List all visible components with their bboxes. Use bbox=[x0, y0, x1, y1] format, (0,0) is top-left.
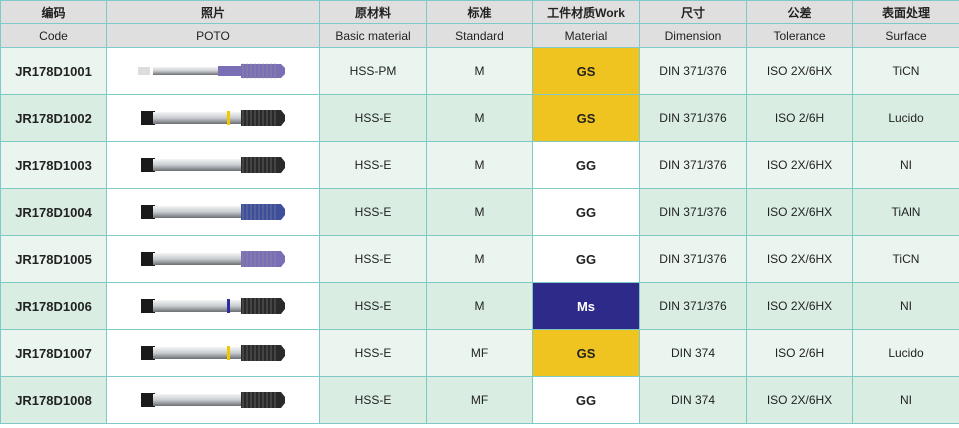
cell-standard: M bbox=[426, 47, 533, 95]
cell-tolerance: ISO 2X/6HX bbox=[746, 282, 853, 330]
cell-tolerance: ISO 2/6H bbox=[746, 329, 853, 377]
cell-dimension: DIN 371/376 bbox=[639, 141, 747, 189]
table-row: JR178D1006 HSS-E M Ms DIN 371/376 ISO 2X/6HX… bbox=[0, 282, 959, 330]
table-row: JR178D1001 HSS-PM M GS DIN 371/376 ISO 2X/6H… bbox=[0, 47, 959, 95]
table-row: JR178D1005 HSS-E M GG DIN 371/376 ISO 2X/6HX… bbox=[0, 235, 959, 283]
cell-work: GS bbox=[532, 47, 640, 95]
tap-image bbox=[106, 235, 320, 283]
cell-work: GG bbox=[532, 141, 640, 189]
header-standard: 标准 bbox=[426, 0, 533, 24]
cell-material: HSS-E bbox=[319, 376, 427, 424]
cell-surface: TiCN bbox=[852, 235, 959, 283]
cell-standard: MF bbox=[426, 376, 533, 424]
cell-standard: M bbox=[426, 235, 533, 283]
cell-work: GG bbox=[532, 235, 640, 283]
cell-surface: NI bbox=[852, 282, 959, 330]
tap-image bbox=[106, 141, 320, 189]
header-row-cn: 编码 照片 原材料 标准 工件材质Work 尺寸 公差 表面处理 bbox=[0, 0, 959, 24]
cell-standard: MF bbox=[426, 329, 533, 377]
cell-surface: TiCN bbox=[852, 47, 959, 95]
cell-dimension: DIN 371/376 bbox=[639, 94, 747, 142]
table-row: JR178D1003 HSS-E M GG DIN 371/376 ISO 2X/6HX… bbox=[0, 141, 959, 189]
table-row: JR178D1002 HSS-E M GS DIN 371/376 ISO 2/6H Lu… bbox=[0, 94, 959, 142]
cell-work: GS bbox=[532, 94, 640, 142]
header-dimension: 尺寸 bbox=[639, 0, 747, 24]
cell-standard: M bbox=[426, 94, 533, 142]
subheader-work: Material bbox=[532, 23, 640, 48]
table-row: JR178D1004 HSS-E M GG DIN 371/376 ISO 2X/6HX… bbox=[0, 188, 959, 236]
cell-surface: NI bbox=[852, 376, 959, 424]
cell-material: HSS-E bbox=[319, 94, 427, 142]
cell-material: HSS-PM bbox=[319, 47, 427, 95]
cell-material: HSS-E bbox=[319, 329, 427, 377]
cell-dimension: DIN 371/376 bbox=[639, 188, 747, 236]
table-row: JR178D1007 HSS-E MF GS DIN 374 ISO 2/6H Lucid… bbox=[0, 329, 959, 377]
cell-material: HSS-E bbox=[319, 141, 427, 189]
tap-image bbox=[106, 47, 320, 95]
subheader-standard: Standard bbox=[426, 23, 533, 48]
cell-code: JR178D1008 bbox=[0, 376, 107, 424]
cell-dimension: DIN 374 bbox=[639, 376, 747, 424]
cell-surface: NI bbox=[852, 141, 959, 189]
table-row: JR178D1008 HSS-E MF GG DIN 374 ISO 2X/6HX NI bbox=[0, 376, 959, 424]
cell-work: Ms bbox=[532, 282, 640, 330]
cell-material: HSS-E bbox=[319, 282, 427, 330]
tap-image bbox=[106, 329, 320, 377]
cell-dimension: DIN 374 bbox=[639, 329, 747, 377]
cell-dimension: DIN 371/376 bbox=[639, 282, 747, 330]
subheader-photo: POTO bbox=[106, 23, 320, 48]
cell-code: JR178D1005 bbox=[0, 235, 107, 283]
header-row-en: Code POTO Basic material Standard Material Di… bbox=[0, 23, 959, 48]
cell-code: JR178D1004 bbox=[0, 188, 107, 236]
header-tolerance: 公差 bbox=[746, 0, 853, 24]
cell-standard: M bbox=[426, 141, 533, 189]
cell-surface: Lucido bbox=[852, 329, 959, 377]
cell-code: JR178D1006 bbox=[0, 282, 107, 330]
cell-material: HSS-E bbox=[319, 235, 427, 283]
cell-surface: Lucido bbox=[852, 94, 959, 142]
cell-surface: TiAlN bbox=[852, 188, 959, 236]
cell-dimension: DIN 371/376 bbox=[639, 235, 747, 283]
header-material: 原材料 bbox=[319, 0, 427, 24]
subheader-code: Code bbox=[0, 23, 107, 48]
cell-tolerance: ISO 2X/6HX bbox=[746, 141, 853, 189]
cell-dimension: DIN 371/376 bbox=[639, 47, 747, 95]
cell-tolerance: ISO 2X/6HX bbox=[746, 235, 853, 283]
cell-standard: M bbox=[426, 282, 533, 330]
cell-code: JR178D1007 bbox=[0, 329, 107, 377]
subheader-surface: Surface bbox=[852, 23, 959, 48]
header-photo: 照片 bbox=[106, 0, 320, 24]
tap-image bbox=[106, 188, 320, 236]
tap-image bbox=[106, 94, 320, 142]
header-code: 编码 bbox=[0, 0, 107, 24]
cell-code: JR178D1001 bbox=[0, 47, 107, 95]
subheader-material: Basic material bbox=[319, 23, 427, 48]
cell-tolerance: ISO 2X/6HX bbox=[746, 376, 853, 424]
tap-image bbox=[106, 282, 320, 330]
cell-material: HSS-E bbox=[319, 188, 427, 236]
cell-tolerance: ISO 2X/6HX bbox=[746, 47, 853, 95]
cell-standard: M bbox=[426, 188, 533, 236]
cell-tolerance: ISO 2/6H bbox=[746, 94, 853, 142]
header-work: 工件材质Work bbox=[532, 0, 640, 24]
header-surface: 表面处理 bbox=[852, 0, 959, 24]
tap-image bbox=[106, 376, 320, 424]
cell-work: GS bbox=[532, 329, 640, 377]
cell-work: GG bbox=[532, 188, 640, 236]
cell-code: JR178D1002 bbox=[0, 94, 107, 142]
subheader-dimension: Dimension bbox=[639, 23, 747, 48]
cell-code: JR178D1003 bbox=[0, 141, 107, 189]
cell-tolerance: ISO 2X/6HX bbox=[746, 188, 853, 236]
subheader-tolerance: Tolerance bbox=[746, 23, 853, 48]
cell-work: GG bbox=[532, 376, 640, 424]
